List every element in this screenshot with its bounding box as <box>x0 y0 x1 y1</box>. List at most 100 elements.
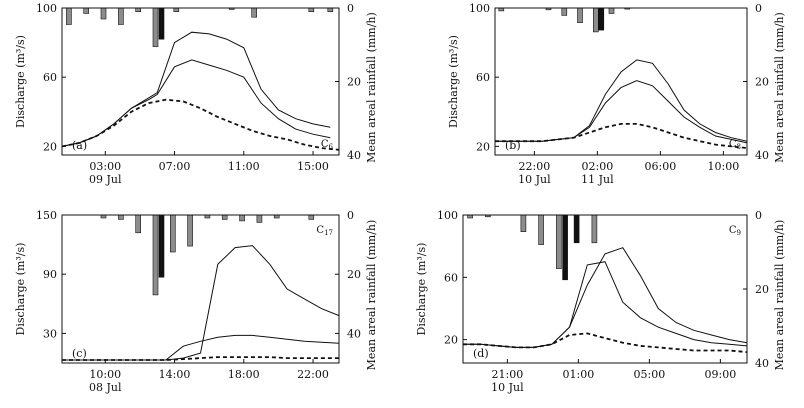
simulated-line-1 <box>463 261 748 348</box>
rainfall-bar <box>591 214 598 244</box>
rainfall-bar <box>608 7 615 14</box>
rain-tick-label: 40 <box>755 149 769 162</box>
rainfall-bar <box>170 214 176 253</box>
x-tick-label: 14:00 <box>159 368 191 381</box>
y-axis-title: Discharge (m³/s) <box>447 35 460 128</box>
chart-panel-1: 20 60 100 0 20 40 03:00 07:00 11:00 15:00 09 Jul (a… <box>14 2 378 186</box>
rain-tick-label: 0 <box>755 209 762 222</box>
rainfall-bar <box>158 7 165 40</box>
rainfall-bar <box>221 214 228 220</box>
rainfall-bar <box>592 7 599 33</box>
simulated-line-1 <box>61 31 331 147</box>
simulated-line-2 <box>463 247 748 348</box>
x-tick-label: 01:00 <box>563 368 595 381</box>
x-date-label: 08 Jul <box>89 381 122 394</box>
x-tick-label: 10:00 <box>89 368 121 381</box>
rain-axis-title: Mean areal rainfall (mm/h) <box>773 220 786 371</box>
x-tick-label: 15:00 <box>297 160 329 173</box>
x-tick-label: 07:00 <box>159 160 191 173</box>
panel-label: (b) <box>505 139 521 152</box>
rainfall-bar <box>118 214 124 220</box>
x-date-label: 10 Jul <box>518 173 551 186</box>
observed-line <box>495 123 748 149</box>
rainfall-bar <box>577 7 583 23</box>
rain-tick-label: 0 <box>755 2 762 15</box>
rainfall-bar <box>173 7 180 13</box>
rainfall-bar <box>520 214 527 233</box>
y-tick-label: 90 <box>43 268 57 281</box>
y-axis-title: Discharge (m³/s) <box>415 243 428 336</box>
y-tick-label: 30 <box>43 327 57 340</box>
y-tick-label: 100 <box>36 2 57 15</box>
rainfall-bar <box>251 7 257 18</box>
station-subscript: 9 <box>737 229 741 237</box>
x-date-label: 09 Jul <box>89 173 122 186</box>
rainfall-bar <box>83 7 89 14</box>
rain-tick-label: 20 <box>347 76 361 89</box>
rain-tick-label: 20 <box>347 268 361 281</box>
station-letter: C <box>316 225 324 236</box>
rainfall-bar <box>158 214 165 278</box>
x-tick-label: 22:00 <box>297 368 329 381</box>
rainfall-bar <box>327 7 334 13</box>
rain-axis-title: Mean areal rainfall (mm/h) <box>365 12 378 163</box>
rainfall-bar <box>598 7 605 31</box>
x-tick-label: 18:00 <box>228 368 260 381</box>
x-tick-label: 21:00 <box>492 368 524 381</box>
x-tick-label: 09:00 <box>705 368 737 381</box>
x-tick-label: 11:00 <box>228 160 260 173</box>
panel-label: (a) <box>72 139 87 152</box>
x-tick-label: 05:00 <box>634 368 666 381</box>
rainfall-bar <box>152 7 159 47</box>
station-letter: C <box>321 139 329 150</box>
chart-panel-2: 20 60 100 0 20 40 22:00 02:00 06:00 10:00 10 Jul 11… <box>447 2 786 186</box>
rain-tick-label: 20 <box>755 283 769 296</box>
rainfall-bar <box>118 7 124 25</box>
rainfall-bar <box>239 214 245 222</box>
rainfall-bar <box>187 214 193 247</box>
rainfall-bar <box>66 7 72 25</box>
rainfall-bar <box>538 214 544 245</box>
rainfall-bar <box>152 214 159 296</box>
chart-panel-3: 30 90 150 0 20 40 10:00 14:00 18:00 22:00 08 Jul (c… <box>14 209 378 394</box>
rain-tick-label: 40 <box>755 357 769 370</box>
rainfall-bar <box>100 7 107 20</box>
x-tick-label: 10:00 <box>708 160 740 173</box>
station-label: C8 <box>729 139 741 151</box>
panel-label: (d) <box>473 347 489 360</box>
x-tick-label: 22:00 <box>519 160 551 173</box>
chart-panel-4: 20 60 100 0 20 40 21:00 01:00 05:00 09:00 10 Jul (d… <box>415 209 786 394</box>
station-letter: C <box>729 139 737 150</box>
y-tick-label: 60 <box>43 71 57 84</box>
x-tick-label: 06:00 <box>645 160 677 173</box>
y-axis-title: Discharge (m³/s) <box>14 35 27 128</box>
rainfall-bar <box>135 214 141 234</box>
station-letter: C <box>729 225 737 236</box>
y-tick-label: 20 <box>476 140 490 153</box>
station-subscript: 17 <box>324 229 333 237</box>
rainfall-bar <box>256 214 263 223</box>
simulated-line-1 <box>62 245 340 361</box>
station-label: C9 <box>729 225 741 237</box>
plot-frame <box>61 214 340 364</box>
x-date-label: 11 Jul <box>581 173 614 186</box>
rainfall-bar <box>135 7 141 13</box>
rainfall-bar <box>556 214 562 269</box>
rainfall-bar <box>308 7 315 13</box>
simulated-line-2 <box>495 80 748 144</box>
observed-line <box>61 98 340 151</box>
y-tick-label: 20 <box>43 140 57 153</box>
rain-tick-label: 0 <box>347 2 354 15</box>
y-tick-label: 20 <box>444 334 458 347</box>
y-tick-label: 100 <box>469 2 490 15</box>
y-tick-label: 150 <box>36 209 57 222</box>
y-tick-label: 100 <box>437 209 458 222</box>
rainfall-bar <box>308 214 315 220</box>
station-label: C6 <box>321 139 334 151</box>
rainfall-bar <box>562 214 568 281</box>
rain-axis-title: Mean areal rainfall (mm/h) <box>365 220 378 371</box>
x-date-label: 10 Jul <box>491 381 524 394</box>
simulated-line-2 <box>61 59 331 147</box>
rain-tick-label: 40 <box>347 149 361 162</box>
